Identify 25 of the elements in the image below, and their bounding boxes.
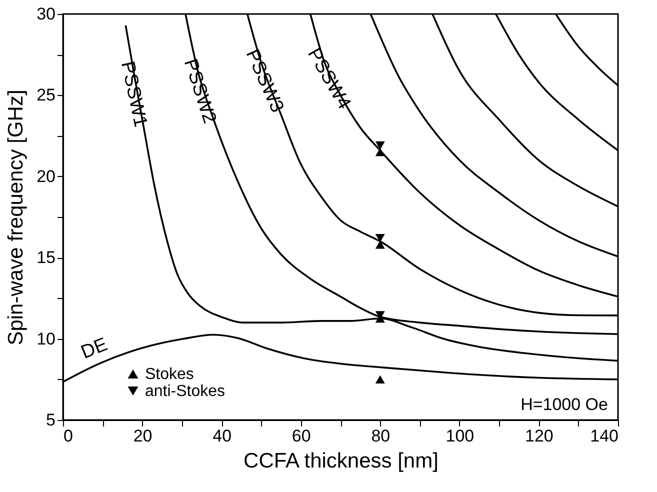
y-tick-label: 15 — [36, 248, 56, 268]
x-axis-title: CCFA thickness [nm] — [244, 450, 438, 472]
annotation: H=1000 Oe — [520, 395, 608, 414]
point — [375, 141, 385, 150]
x-tick-label: 40 — [212, 426, 232, 446]
point — [375, 148, 385, 156]
y-tick-label: 20 — [36, 166, 56, 186]
x-tick-label: 140 — [590, 426, 618, 446]
point — [375, 375, 385, 384]
y-tick-label: 5 — [46, 410, 56, 430]
y-tick-label: 10 — [36, 329, 56, 348]
legend-label: anti-Stokes — [145, 383, 226, 400]
legend-label: Stokes — [145, 366, 194, 383]
text: DE — [78, 334, 111, 364]
x-tick-label: 80 — [371, 426, 390, 446]
x-tick-label: 120 — [525, 426, 554, 446]
x-tick-label: 100 — [446, 426, 474, 446]
x-tick-label: 60 — [292, 426, 311, 446]
point — [375, 240, 385, 249]
x-tick-label: 0 — [64, 426, 73, 446]
x-tick-label: 20 — [133, 426, 152, 446]
y-tick-label: 25 — [36, 86, 56, 105]
y-tick-label: 30 — [36, 4, 56, 24]
point — [375, 234, 385, 242]
y-axis-title: Spin-wave frequency [GHz] — [4, 90, 28, 346]
